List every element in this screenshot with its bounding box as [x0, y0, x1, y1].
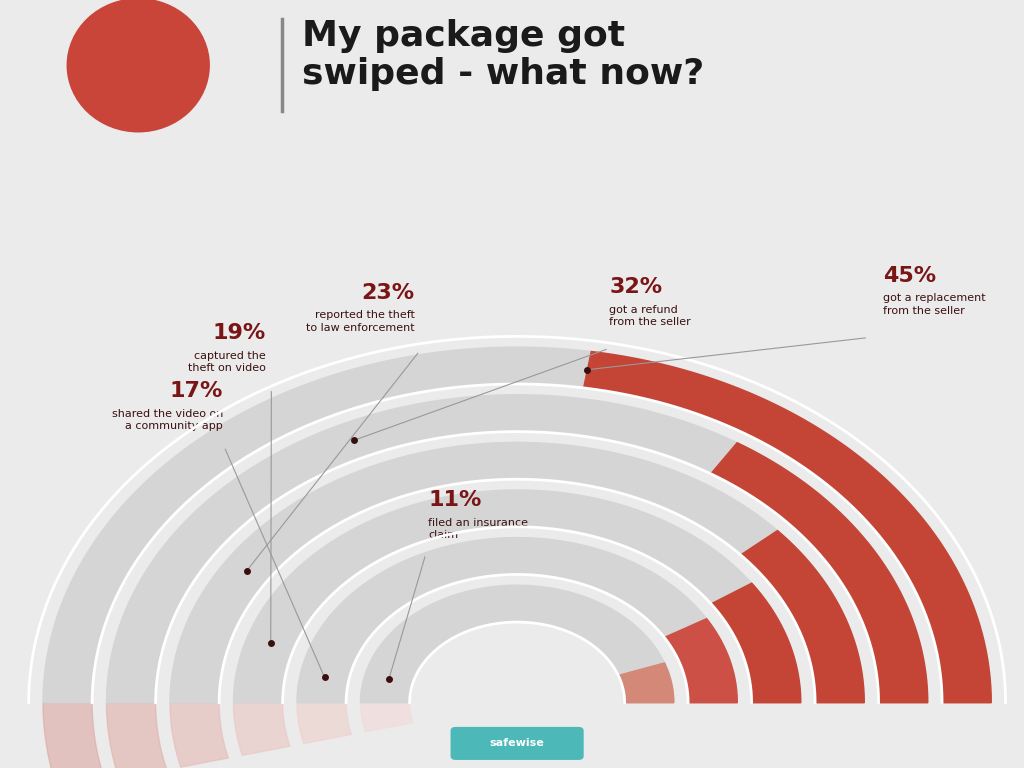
- Text: filed an insurance
claim: filed an insurance claim: [428, 518, 528, 540]
- Text: got a refund
from the seller: got a refund from the seller: [609, 305, 691, 327]
- Polygon shape: [740, 531, 864, 703]
- Text: My package got
swiped - what now?: My package got swiped - what now?: [302, 19, 705, 91]
- Text: got a replacement
from the seller: got a replacement from the seller: [883, 293, 985, 316]
- Polygon shape: [618, 663, 674, 703]
- Polygon shape: [360, 585, 674, 703]
- Polygon shape: [43, 703, 105, 768]
- Polygon shape: [360, 703, 413, 732]
- FancyBboxPatch shape: [451, 727, 584, 760]
- Text: 19%: 19%: [213, 323, 266, 343]
- Text: captured the
theft on video: captured the theft on video: [188, 351, 266, 373]
- Polygon shape: [43, 347, 991, 703]
- Text: 17%: 17%: [170, 381, 223, 401]
- Text: 11%: 11%: [428, 490, 481, 510]
- Text: 23%: 23%: [361, 283, 415, 303]
- Polygon shape: [297, 538, 737, 703]
- Polygon shape: [106, 703, 167, 768]
- Polygon shape: [170, 442, 864, 703]
- Polygon shape: [233, 703, 290, 756]
- Polygon shape: [584, 352, 991, 703]
- Polygon shape: [233, 490, 801, 703]
- Polygon shape: [711, 583, 801, 703]
- Polygon shape: [297, 703, 351, 743]
- Polygon shape: [665, 619, 737, 703]
- Polygon shape: [711, 442, 928, 703]
- Polygon shape: [170, 703, 228, 767]
- Ellipse shape: [67, 0, 210, 133]
- Text: reported the theft
to law enforcement: reported the theft to law enforcement: [306, 310, 415, 333]
- Text: safewise: safewise: [489, 738, 545, 749]
- Text: shared the video on
a community app: shared the video on a community app: [112, 409, 223, 431]
- Text: 45%: 45%: [883, 266, 936, 286]
- Polygon shape: [106, 395, 928, 703]
- Text: 32%: 32%: [609, 277, 663, 297]
